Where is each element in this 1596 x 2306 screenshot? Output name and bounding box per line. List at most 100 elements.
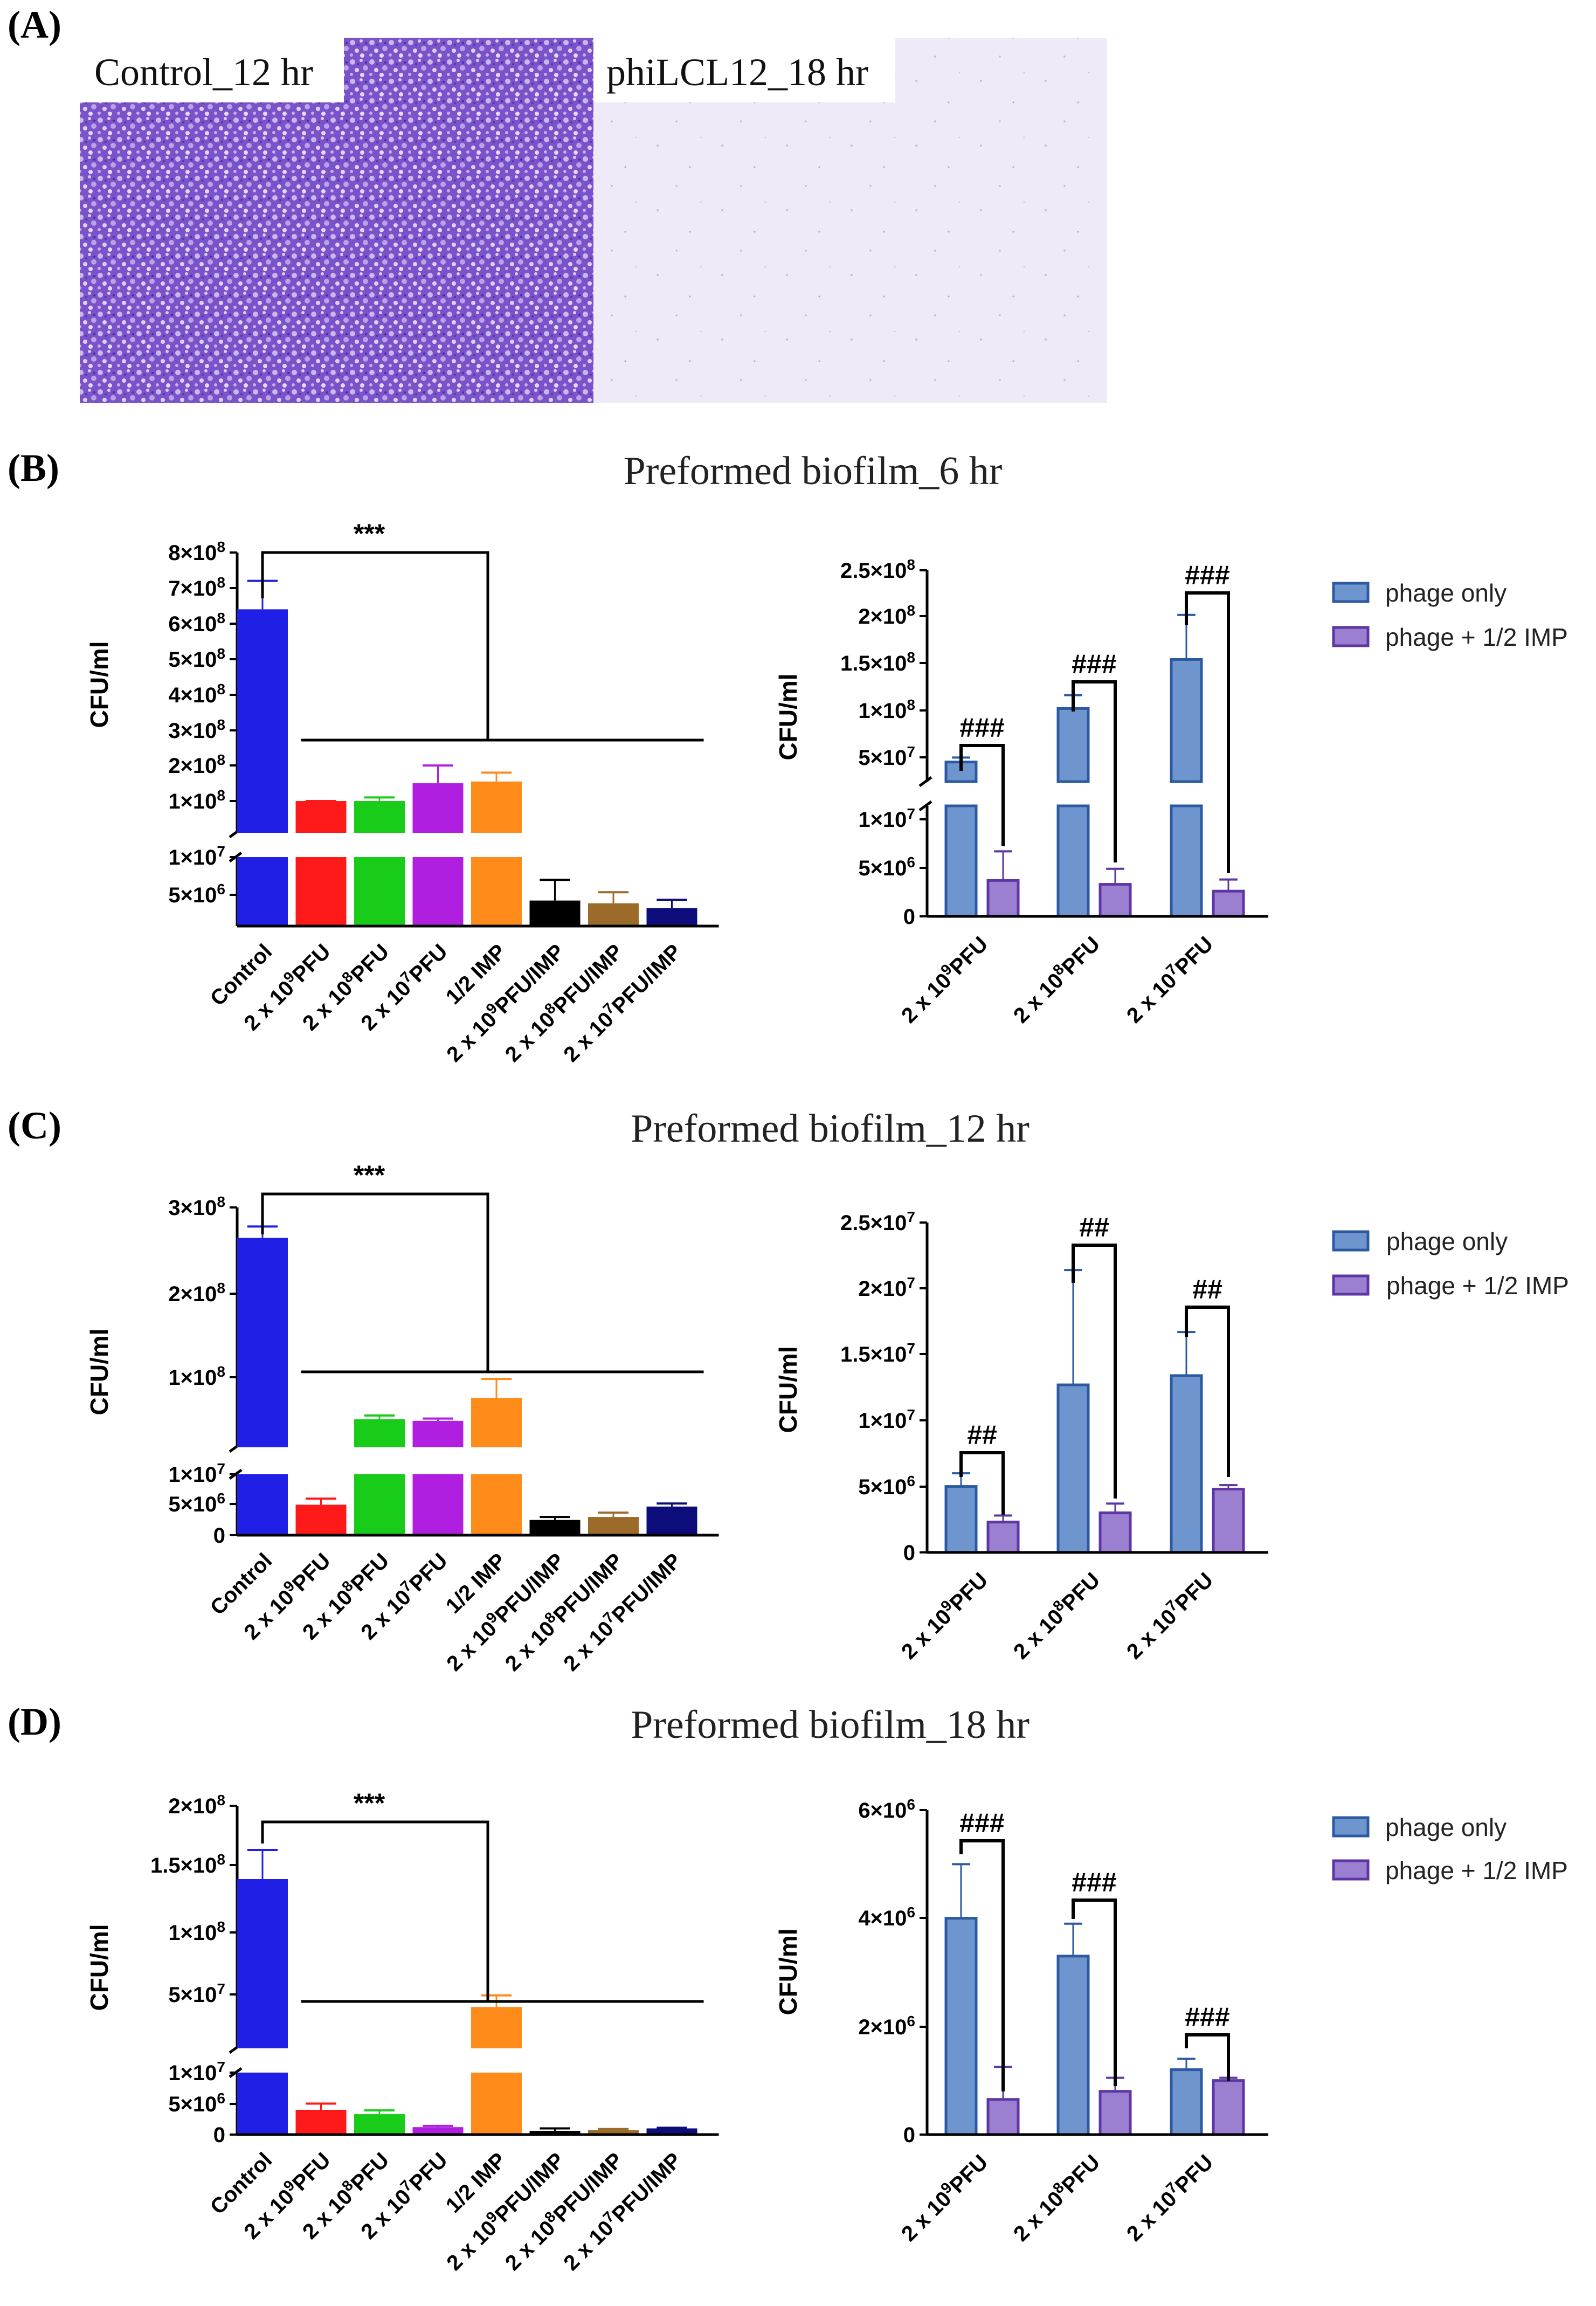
B-right-phage-only-bar-1-upper: [1056, 707, 1090, 783]
B-left-y-tick-label-8: 1×107: [168, 843, 225, 870]
legend-c-phage-imp-label: phage + 1/2 IMP: [1386, 1272, 1569, 1300]
B-left-significance-bracket: [261, 551, 489, 740]
B-left-bar-4-lower: [471, 857, 522, 926]
D-left-bar-2: [354, 2114, 405, 2135]
C-right-significance-1: ##: [1079, 1212, 1109, 1242]
C-right-phage-only-bar-0: [944, 1485, 978, 1554]
D-right-y-tick-label-0: 6×106: [858, 1796, 915, 1823]
D-left-bar-6: [588, 2130, 639, 2135]
B-right-axis-break-mark-bottom: [918, 800, 932, 812]
B-left-y-tick-label-3: 5×108: [168, 645, 225, 672]
D-right-category-label-2: 2 x 107PFU: [1120, 2148, 1218, 2246]
C-right-y-tick-label-3: 1×107: [858, 1406, 915, 1433]
legend-d: phage only phage + 1/2 IMP: [1332, 1813, 1568, 1884]
legend-b-phage-imp-label: phage + 1/2 IMP: [1385, 623, 1568, 651]
D-left-bar-4-lower: [471, 2073, 522, 2135]
C-right-y-tick-label-5: 0: [903, 1541, 915, 1565]
D-left-y-tick-label-5: 5×106: [168, 2090, 225, 2117]
D-right-bracket-1: [1072, 1898, 1117, 2086]
D-left-y-axis-title: CFU/ml: [85, 1924, 113, 2011]
B-right-bracket-0: [959, 744, 1005, 846]
B-right-phage-only-bar-1-lower: [1056, 804, 1090, 918]
C-right-category-label-1: 2 x 108PFU: [1007, 1566, 1104, 1663]
C-right-category-label-2: 2 x 107PFU: [1120, 1566, 1218, 1663]
B-right-phage-imp-bar-0: [986, 879, 1020, 918]
D-left-bar-4-upper: [471, 2007, 522, 2048]
chart-D-left: CFU/ml2×1081.5×1081×1085×1071×1075×1060C…: [85, 1788, 719, 2275]
D-right-y-tick-label-3: 0: [903, 2123, 915, 2147]
D-left-significance-marker: ***: [354, 1788, 385, 1818]
B-right-y-tick-label-6: 5×106: [858, 854, 915, 881]
D-left-y-tick-label-1: 1.5×108: [150, 1851, 225, 1878]
B-left-bar-5: [529, 900, 581, 926]
chart-B-right: CFU/ml 2.5×108 2×108 1.5×108 1×108 5×107 1×107…: [774, 556, 1268, 1028]
B-left-bar-3-upper: [412, 783, 464, 833]
D-right-significance-2: ###: [1185, 2002, 1229, 2032]
B-left-significance-marker: ***: [354, 519, 385, 549]
C-right-phage-only-bar-1: [1056, 1383, 1090, 1554]
D-right-phage-imp-bar-1: [1098, 2090, 1132, 2136]
panel-b-letter: (B): [8, 446, 59, 489]
C-right-category-label-0: 2 x 109PFU: [895, 1566, 992, 1663]
C-left-bar-2-lower: [354, 1474, 405, 1535]
panel-a-letter: (A): [8, 3, 61, 46]
B-left-bar-1-lower: [295, 857, 347, 926]
B-left-bar-4-upper: [471, 781, 522, 833]
D-right-category-label-0: 2 x 109PFU: [895, 2148, 992, 2246]
D-left-bar-1: [295, 2110, 347, 2135]
C-right-y-tick-label-2: 1.5×107: [840, 1340, 915, 1367]
C-left-significance-bracket: [261, 1192, 489, 1372]
C-left-y-tick-label-0: 3×108: [168, 1193, 225, 1220]
B-left-y-tick-label-9: 5×106: [168, 881, 225, 908]
D-left-bar-5: [529, 2131, 581, 2135]
B-right-bracket-1: [1072, 680, 1117, 862]
C-right-phage-imp-bar-0: [986, 1521, 1020, 1554]
B-right-y-tick-label-3: 1×108: [858, 696, 915, 723]
B-right-phage-only-bar-2-upper: [1170, 658, 1203, 783]
D-right-phage-only-bar-2: [1170, 2068, 1203, 2136]
legend-c-phage-only-label: phage only: [1386, 1227, 1508, 1255]
B-right-y-tick-label-1: 2×108: [858, 602, 915, 629]
panel-c-letter: (C): [8, 1104, 61, 1147]
B-left-y-tick-label-0: 8×108: [168, 538, 225, 565]
D-right-phage-only-bar-0: [944, 1917, 978, 2136]
B-right-significance-1: ###: [1072, 649, 1116, 679]
D-right-significance-0: ###: [959, 1808, 1004, 1838]
legend-d-phage-only-swatch: [1332, 1816, 1370, 1838]
C-left-bar-0-upper: [237, 1238, 288, 1447]
B-right-axis-break-mark-top: [918, 776, 932, 788]
panel-c-title: Preformed biofilm_12 hr: [631, 1107, 1030, 1151]
legend-d-phage-only-label: phage only: [1385, 1813, 1507, 1841]
B-left-bar-2-upper: [354, 801, 405, 833]
panel-b-title: Preformed biofilm_6 hr: [624, 449, 1003, 493]
legend-b-phage-imp-swatch: [1332, 626, 1370, 647]
C-right-bracket-0: [959, 1451, 1005, 1515]
C-left-y-tick-label-2: 1×108: [168, 1363, 225, 1390]
C-right-significance-2: ##: [1192, 1274, 1222, 1304]
D-left-y-tick-label-4: 1×107: [168, 2059, 225, 2086]
charts-layer: CFU/ml 8×108 7×108 6×108 5×108 4×108 3×108 2×10…: [85, 519, 1268, 2275]
D-left-y-tick-label-6: 0: [213, 2123, 225, 2147]
C-left-y-tick-label-5: 0: [213, 1524, 225, 1548]
C-left-bar-4-lower: [471, 1474, 522, 1535]
C-right-y-tick-label-4: 5×106: [858, 1473, 915, 1500]
B-right-y-tick-label-2: 1.5×108: [840, 649, 915, 676]
chart-C-right: CFU/ml 2.5×107 2×107 1.5×107 1×107 5×106 0 ## 2 …: [774, 1209, 1268, 1664]
C-left-y-tick-label-3: 1×107: [168, 1460, 225, 1487]
C-left-bar-4-upper: [471, 1398, 522, 1447]
C-right-phage-imp-bar-2: [1212, 1487, 1245, 1554]
B-right-phage-only-bar-2-lower: [1170, 804, 1203, 918]
control-photo-label: Control_12 hr: [94, 51, 313, 94]
panel-d-letter: (D): [8, 1700, 61, 1743]
B-right-y-tick-label-0: 2.5×108: [840, 556, 915, 583]
phage-photo-label: phiLCL12_18 hr: [606, 51, 868, 94]
B-right-category-label-0: 2 x 109PFU: [895, 930, 992, 1027]
C-right-y-axis-title: CFU/ml: [774, 1347, 802, 1433]
C-right-y-tick-label-1: 2×107: [858, 1274, 915, 1301]
B-right-significance-0: ###: [959, 713, 1004, 743]
B-left-bar-0-lower: [237, 857, 288, 926]
B-left-y-tick-label-5: 3×108: [168, 716, 225, 743]
chart-B-left: CFU/ml 8×108 7×108 6×108 5×108 4×108 3×108 2×10…: [85, 519, 719, 1067]
B-right-y-tick-label-4: 5×107: [858, 743, 915, 770]
